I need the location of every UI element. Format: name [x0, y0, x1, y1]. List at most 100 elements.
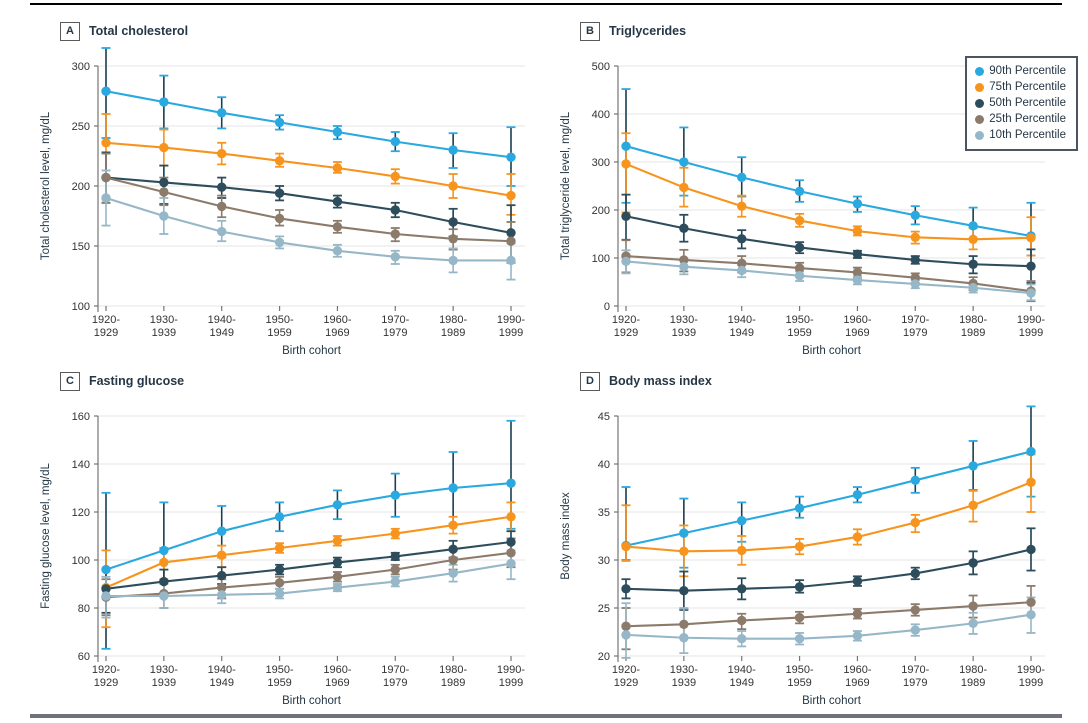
x-tick-label: 1969 — [845, 327, 869, 339]
data-point — [679, 586, 689, 596]
x-axis: 1920-1929 1930-1939 1940-1949 1950-1959 1960… — [612, 306, 1045, 357]
data-point — [332, 127, 343, 137]
y-axis: 100 150 200 250 300 — [72, 61, 99, 313]
x-tick-label: 1920- — [92, 664, 120, 676]
x-tick-label: 1979 — [383, 677, 407, 689]
data-point — [968, 558, 978, 568]
x-tick-label: 1990- — [1017, 664, 1045, 676]
data-point — [852, 267, 863, 278]
panel-a-label: A — [60, 21, 80, 41]
series-line — [624, 601, 1033, 628]
data-point — [1026, 544, 1036, 555]
x-tick-label: 1930- — [670, 664, 698, 676]
data-point — [794, 271, 805, 281]
data-point — [737, 515, 747, 526]
data-point — [390, 136, 400, 147]
data-point — [737, 615, 747, 626]
percentile-legend: 90th Percentile 75th Percentile 50th Perce… — [965, 56, 1078, 151]
data-point — [679, 528, 689, 538]
data-point — [159, 97, 169, 107]
y-tick-label: 0 — [604, 301, 610, 313]
x-tick-label: 1950- — [786, 314, 814, 326]
chart-triglycerides: 0 100 200 300 400 500 1920- 1929 1930- 1939 1940- 1… — [554, 44, 1072, 357]
data-point — [1026, 288, 1036, 298]
y-axis: 0 100 200 300 400 500 — [592, 61, 619, 313]
series-line — [624, 260, 1033, 295]
data-point — [852, 226, 863, 236]
x-tick-label: 1940- — [728, 664, 756, 676]
data-point — [101, 172, 111, 183]
series-line — [104, 90, 513, 159]
data-point — [448, 145, 458, 155]
y-axis-title: Body mass index — [560, 492, 572, 580]
x-tick-label: 1939 — [152, 327, 176, 339]
x-tick-label: 1959 — [267, 327, 291, 339]
legend-label: 90th Percentile — [989, 65, 1066, 77]
legend-item: 10th Percentile — [975, 127, 1066, 143]
data-point — [274, 237, 285, 248]
x-tick-label: 1939 — [672, 677, 696, 689]
series-line — [104, 562, 513, 598]
data-point — [448, 181, 458, 191]
data-point — [274, 156, 285, 166]
chart-svg-D: 2025303540451920-19291930-19391940-19491… — [560, 405, 1045, 707]
x-tick-label: 1949 — [729, 327, 753, 339]
y-tick-label: 120 — [72, 507, 90, 519]
data-point — [968, 601, 978, 611]
data-point — [737, 584, 747, 594]
x-tick-label: 1999 — [499, 677, 523, 689]
data-point — [274, 564, 285, 575]
x-axis: 1920-1929 1930-1939 1940-1949 1950-1959 1960… — [612, 656, 1045, 707]
x-tick-label: 1980- — [439, 314, 467, 326]
data-point — [274, 588, 285, 599]
data-point — [448, 483, 458, 493]
data-point — [737, 258, 747, 268]
panel-c-title: Fasting glucose — [88, 374, 185, 388]
data-point — [794, 263, 805, 273]
data-point — [910, 232, 920, 243]
x-axis-title: Birth cohort — [282, 345, 342, 357]
data-point — [506, 478, 516, 488]
y-tick-label: 400 — [592, 109, 610, 121]
y-tick-label: 80 — [78, 603, 90, 615]
data-point — [621, 159, 631, 169]
x-tick-label: 1920- — [612, 664, 640, 676]
series-line — [104, 482, 513, 571]
series-markers — [621, 446, 1036, 644]
x-tick-label: 1939 — [152, 677, 176, 689]
data-point — [910, 255, 920, 265]
panel-d-title: Body mass index — [608, 374, 712, 388]
y-tick-label: 30 — [598, 555, 610, 567]
x-tick-label: 1969 — [845, 677, 869, 689]
data-point — [737, 234, 747, 244]
x-tick-label: 1999 — [1019, 677, 1043, 689]
y-axis: 60 80 100 120 140 160 — [72, 411, 99, 663]
series-line — [624, 255, 1033, 293]
data-point — [390, 490, 400, 500]
y-tick-label: 60 — [78, 651, 90, 663]
series-line — [624, 450, 1033, 547]
y-tick-label: 500 — [592, 61, 610, 73]
series-line — [104, 515, 513, 589]
data-point — [274, 117, 285, 128]
panel-body-mass-index: D Body mass index 20 25 30 35 40 45 1920- 1929 1… — [552, 360, 1072, 710]
x-axis-title: Birth cohort — [282, 695, 342, 707]
y-axis-title: Total triglyceride level, mg/dL — [560, 111, 572, 260]
data-point — [159, 177, 169, 188]
legend-label: 10th Percentile — [989, 129, 1066, 141]
data-point — [332, 572, 343, 582]
y-tick-label: 300 — [592, 157, 610, 169]
y-tick-label: 100 — [72, 301, 90, 313]
bottom-rule — [30, 714, 1062, 718]
data-point — [332, 536, 343, 546]
data-point — [910, 605, 920, 615]
data-point — [217, 590, 227, 600]
data-point — [621, 630, 631, 640]
data-point — [448, 555, 458, 565]
y-tick-label: 100 — [72, 555, 90, 567]
x-tick-label: 1959 — [267, 677, 291, 689]
x-tick-label: 1969 — [325, 677, 349, 689]
data-point — [101, 591, 111, 601]
x-tick-label: 1930- — [670, 314, 698, 326]
